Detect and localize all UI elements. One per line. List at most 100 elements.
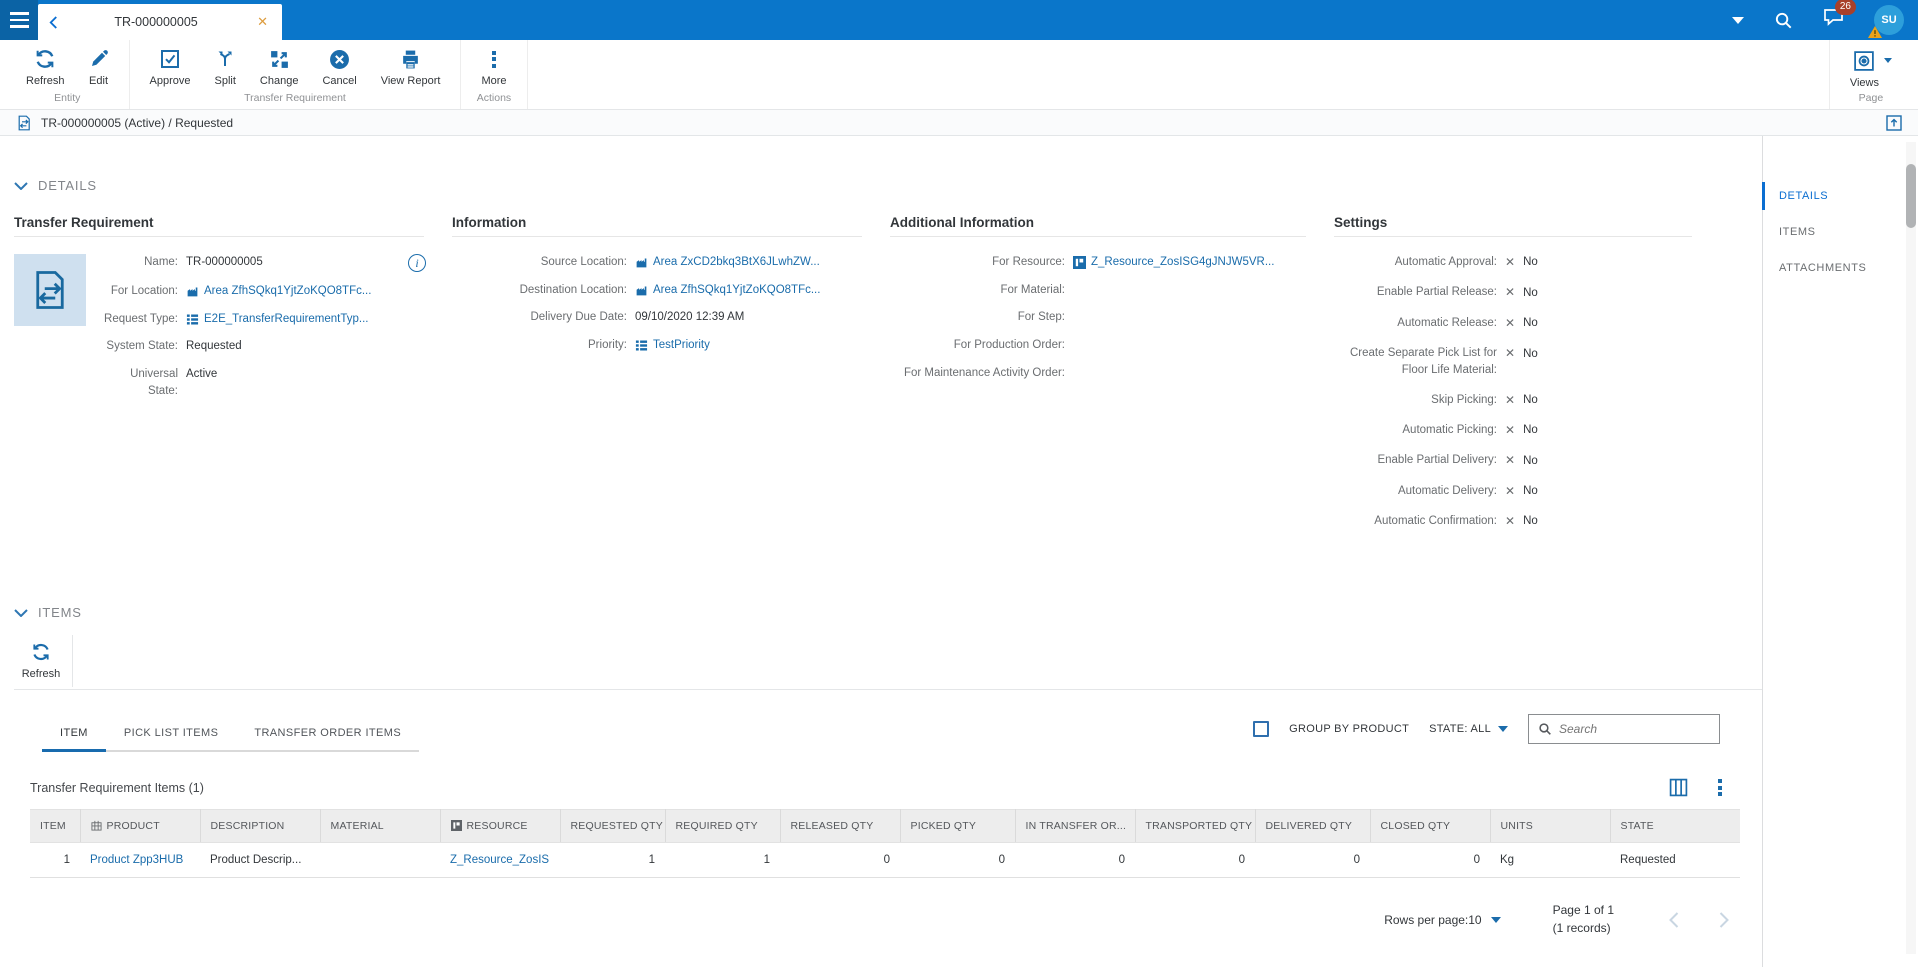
col-header-picked-qty[interactable]: PICKED QTY [900,809,1016,844]
transfer-requirement-tile-icon [14,254,86,326]
priority-link[interactable]: TestPriority [653,339,710,352]
col-header-required-qty[interactable]: REQUIRED QTY [665,809,781,844]
anchor-item-attachments[interactable]: ATTACHMENTS [1779,262,1867,274]
source-location-link[interactable]: Area ZxCD2bkq3BtX6JLwhZW... [653,256,820,268]
column-settings-icon[interactable] [1669,778,1688,797]
tab-item[interactable]: ITEM [42,727,106,753]
field-row: For Location: Area ZfhSQkq1YjtZoKQO8TFc.… [98,283,452,300]
cell-product: Product Zpp3HUB [80,842,200,879]
approve-button[interactable]: Approve [138,47,203,87]
refresh-icon [34,47,56,71]
rows-per-page-dropdown[interactable]: Rows per page:10 [1384,913,1501,927]
toolbar-group-entity: Refresh Edit Entity [6,40,130,109]
field-row: Name: TR-000000005 i [98,254,452,272]
x-icon: ✕ [1505,483,1516,498]
more-button[interactable]: More [469,47,518,87]
back-chevron-icon[interactable] [48,15,59,30]
col-header-units[interactable]: UNITS [1490,809,1611,844]
split-button[interactable]: Split [203,47,248,87]
search-icon[interactable] [1774,11,1793,30]
toolbar-group-label: Actions [476,92,512,104]
top-bar: TR-000000005 ✕ 26 SU [0,0,1918,40]
destination-location-link[interactable]: Area ZfhSQkq1YjtZoKQO8TFc... [653,283,821,296]
anchor-item-items[interactable]: ITEMS [1779,226,1816,238]
for-location-link[interactable]: Area ZfhSQkq1YjtZoKQO8TFc... [204,285,372,297]
col-header-requested-qty[interactable]: REQUESTED QTY [560,809,666,844]
for-resource-link[interactable]: Z_Resource_ZosISG4gJNJW5VR... [1091,256,1275,268]
field-row: System State: Requested [98,338,452,355]
table-row[interactable]: 1 Product Zpp3HUB Product Descrip... Z_R… [30,842,1740,879]
tab-list-caret-icon[interactable] [1732,16,1744,24]
items-table-card: Transfer Requirement Items (1) [14,778,1762,937]
x-icon: ✕ [1505,255,1516,269]
resource-link[interactable]: Z_Resource_ZosIS [450,854,550,867]
hamburger-menu-button[interactable] [0,0,38,40]
scrollbar-thumb[interactable] [1906,164,1916,228]
product-link[interactable]: Product Zpp3HUB [90,854,184,867]
views-eye-icon [1854,49,1875,73]
details-section-header[interactable]: DETAILS [14,178,1762,193]
resource-icon [1073,255,1086,269]
edit-button[interactable]: Edit [77,47,121,87]
tab-pick-list-items[interactable]: PICK LIST ITEMS [123,727,219,740]
refresh-button[interactable]: Refresh [14,47,77,87]
items-section-header[interactable]: ITEMS [14,605,1762,620]
page-info: Page 1 of 1 (1 records) [1552,903,1614,935]
table-more-kebab-icon[interactable] [1718,779,1722,797]
col-header-state[interactable]: STATE [1610,809,1740,844]
field-row: Delivery Due Date: 09/10/2020 12:39 AM [452,309,890,326]
vertical-scrollbar[interactable] [1906,142,1916,954]
cancel-button[interactable]: Cancel [310,47,368,87]
setting-row: Automatic Confirmation: ✕ No [1334,513,1720,530]
cell-requested-qty: 1 [560,842,665,879]
views-button[interactable]: Views [1838,47,1904,89]
cell-released-qty: 0 [780,842,900,879]
col-header-description[interactable]: DESCRIPTION [200,809,321,844]
col-header-delivered-qty[interactable]: DELIVERED QTY [1255,809,1371,844]
tab-transfer-order-items[interactable]: TRANSFER ORDER ITEMS [254,727,402,740]
cell-picked-qty: 0 [900,842,1015,879]
cancel-circle-icon [329,47,350,71]
col-header-in-transfer[interactable]: IN TRANSFER OR... [1015,809,1136,844]
info-icon[interactable]: i [408,254,426,272]
notifications-button[interactable]: 26 [1823,0,1856,32]
view-report-button[interactable]: View Report [369,47,453,87]
information-column: Information Source Location: Area ZxCD2b… [452,215,890,543]
col-header-resource[interactable]: RESOURCE [440,809,561,844]
system-state-value: Requested [186,340,242,353]
factory-icon [635,256,648,269]
setting-row: Automatic Delivery: ✕ No [1334,483,1720,500]
tab-close-icon[interactable]: ✕ [257,14,268,29]
field-row: Request Type: E2E_TransferRequirementTyp… [98,311,452,328]
universal-state-value: Active [186,368,218,381]
next-page-icon[interactable] [1717,911,1732,929]
x-icon: ✕ [1505,422,1516,437]
items-refresh-button[interactable]: Refresh [14,632,72,680]
avatar[interactable]: SU [1868,5,1904,38]
group-by-product-checkbox[interactable] [1253,721,1270,738]
cell-material [320,842,440,879]
x-icon: ✕ [1505,285,1516,300]
col-header-transported-qty[interactable]: TRANSPORTED QTY [1135,809,1256,844]
search-input[interactable] [1559,722,1710,737]
cell-required-qty: 1 [665,842,780,879]
toolbar-divider [72,635,73,688]
col-header-material[interactable]: MATERIAL [320,809,441,844]
previous-page-icon[interactable] [1666,911,1681,929]
change-button[interactable]: Change [248,47,311,87]
anchor-item-details[interactable]: DETAILS [1762,178,1918,214]
col-header-product[interactable]: PRODUCT [80,809,201,844]
col-header-released-qty[interactable]: RELEASED QTY [780,809,901,844]
search-icon [1538,722,1552,736]
col-header-closed-qty[interactable]: CLOSED QTY [1370,809,1491,844]
topbar-actions: 26 SU [1732,0,1918,40]
col-header-item[interactable]: ITEM [30,809,81,844]
setting-row: Create Separate Pick List for Floor Life… [1349,346,1538,376]
chevron-down-icon [14,181,28,190]
document-tab[interactable]: TR-000000005 ✕ [38,4,282,40]
avatar-initials: SU [1881,14,1897,26]
collapse-header-icon[interactable] [1886,114,1902,131]
toolbar-spacer [528,40,1829,109]
request-type-link[interactable]: E2E_TransferRequirementTyp... [204,312,369,325]
state-filter-dropdown[interactable]: STATE: ALL [1429,723,1508,735]
